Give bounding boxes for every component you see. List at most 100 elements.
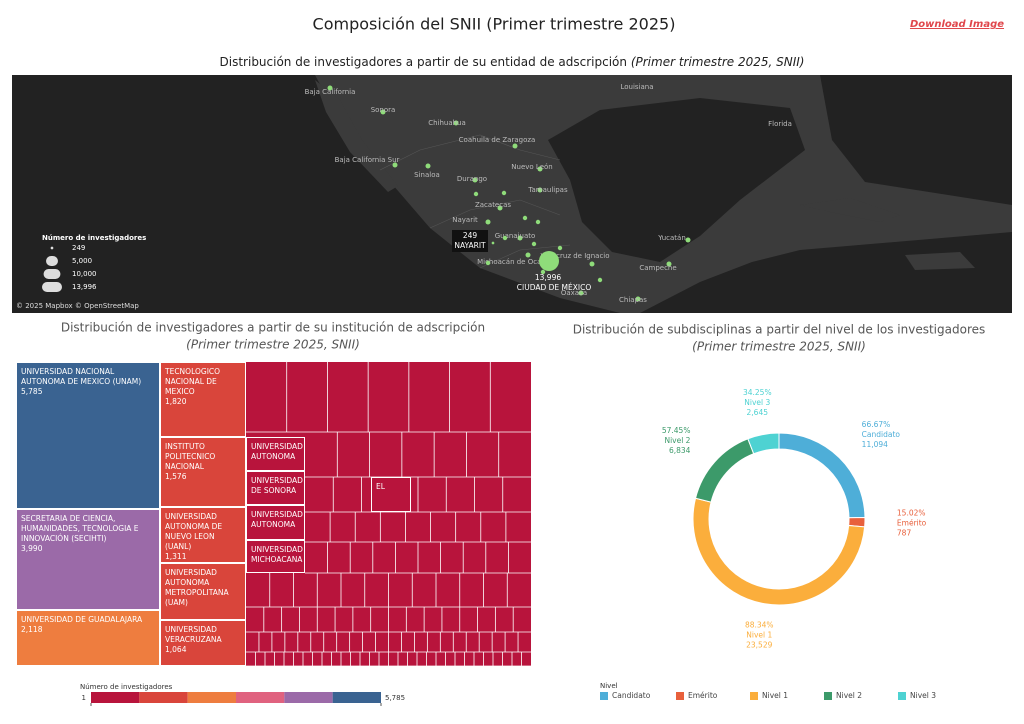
legend-label: Emérito — [688, 691, 718, 700]
slice-percent: 57.45% — [662, 426, 691, 435]
treemap-title-note: (Primer trimestre 2025, SNII) — [186, 338, 360, 352]
slice-name: Candidato — [862, 430, 901, 439]
map-marker — [589, 261, 595, 267]
map-marker — [380, 109, 386, 115]
point-value: 13,996 — [535, 273, 561, 282]
cell-name: Universidad Autonoma Metropolitana (UAM) — [165, 568, 229, 607]
slice-name: Nivel 2 — [664, 436, 690, 445]
place-label: Durango — [457, 175, 487, 183]
colorbar-swatch — [332, 692, 381, 703]
cell-name: Secretaria de Ciencia, Humanidades, Tecn… — [21, 514, 139, 543]
slice-percent: 66.67% — [862, 420, 891, 429]
place-label: Guanajuato — [495, 232, 536, 240]
map-title: Distribución de investigadores a partir … — [220, 55, 805, 69]
map-marker — [557, 245, 563, 251]
cell-value: 3,990 — [21, 544, 43, 553]
slice-value: 23,529 — [746, 640, 772, 649]
slice-value: 787 — [897, 528, 912, 537]
cell-name: Universidad Autonoma — [251, 442, 303, 461]
legend-swatch — [676, 692, 684, 700]
cell-value: 1,820 — [165, 397, 187, 406]
tooltip-box — [452, 230, 488, 252]
state-borders — [379, 134, 571, 269]
cell-name: Instituto Politecnico Nacional — [165, 442, 216, 471]
cell-name: Tecnologico Nacional de Mexico — [165, 367, 221, 396]
legend-label: Nivel 1 — [762, 691, 788, 700]
map-attribution: © 2025 Mapbox © OpenStreetMap — [16, 302, 139, 310]
legend-swatch — [824, 692, 832, 700]
donut-title-note: (Primer trimestre 2025, SNII) — [692, 340, 866, 354]
map-marker — [517, 235, 523, 241]
treemap-cell: EL — [371, 477, 411, 512]
treemap-cell: Universidad Michoacana — [246, 540, 305, 573]
map-marker — [473, 191, 479, 197]
size-legend-label: 13,996 — [72, 283, 97, 291]
donut-slice — [747, 432, 780, 455]
cell-value: 2,118 — [21, 625, 43, 634]
size-legend-label: 10,000 — [72, 270, 97, 278]
slice-value: 2,645 — [747, 408, 769, 417]
map-marker — [666, 261, 672, 267]
slice-percent: 34.25% — [743, 388, 772, 397]
donut-slice — [778, 432, 866, 519]
cell-name: Universidad Autonoma — [251, 510, 303, 529]
map-base — [12, 75, 1012, 313]
colorbar-title: Número de investigadores — [80, 683, 173, 691]
colorbar-swatch — [139, 692, 188, 703]
place-label: Baja California — [305, 88, 356, 96]
colorbar-label: 1 — [82, 694, 86, 702]
slice-value: 6,834 — [669, 446, 691, 455]
map-marker — [531, 241, 537, 247]
download-link[interactable]: Download Image — [910, 19, 1004, 30]
map-marker — [512, 143, 518, 149]
place-label: Louisiana — [620, 83, 653, 91]
map-marker — [540, 269, 546, 275]
treemap-cell: Universidad Nacional Autonoma de Mexico … — [16, 362, 160, 509]
slice-name: Nivel 1 — [746, 630, 772, 639]
map-marker — [578, 290, 584, 296]
size-legend-mark — [42, 282, 62, 292]
size-legend-mark — [43, 269, 61, 279]
place-label: Oaxaca — [561, 289, 587, 297]
treemap-cell: Universidad Autonoma — [246, 505, 305, 540]
treemap-cell: Tecnologico Nacional de Mexico 1,820 — [160, 362, 246, 437]
place-label: Campeche — [639, 264, 676, 272]
page-title: Composición del SNII (Primer trimestre 2… — [313, 15, 676, 34]
treemap-cell: Universidad de Guadalajara 2,118 — [16, 610, 160, 666]
legend-label: Candidato — [612, 691, 651, 700]
map-point — [539, 251, 559, 271]
colorbar-label: 5,785 — [385, 694, 405, 702]
legend-title: Nivel — [600, 682, 618, 690]
map-marker — [597, 277, 603, 283]
map-marker — [485, 219, 491, 225]
place-label: Zacatecas — [475, 201, 511, 209]
place-label: Michoacán de Ocampo — [477, 258, 557, 266]
colorbar-swatch — [91, 692, 140, 703]
map-marker — [453, 120, 459, 126]
legend-label: Nivel 3 — [910, 691, 936, 700]
cell-name: EL — [376, 482, 385, 491]
place-label: Coahuila de Zaragoza — [459, 136, 536, 144]
cell-name: Universidad Autonoma de Nuevo Leon (UANL… — [165, 512, 223, 551]
treemap-cell: Universidad Autonoma Metropolitana (UAM) — [160, 563, 246, 620]
treemap-cell: Secretaria de Ciencia, Humanidades, Tecn… — [16, 509, 160, 610]
cell-name: Universidad de Sonora — [251, 476, 303, 495]
treemap-title: Distribución de investigadores a partir … — [61, 321, 485, 335]
map-marker — [525, 252, 531, 258]
map-marker — [392, 162, 398, 168]
map-marker — [327, 85, 333, 91]
treemap-cell: Universidad Autonoma de Nuevo Leon (UANL… — [160, 507, 246, 563]
cell-value: 1,064 — [165, 645, 187, 654]
place-label: Nayarit — [452, 216, 478, 224]
map-marker — [501, 190, 507, 196]
cell-name: Universidad Veracruzana — [165, 625, 222, 644]
treemap: Universidad Nacional Autonoma de Mexico … — [16, 362, 531, 666]
donut-slice — [692, 497, 866, 606]
size-legend-mark — [46, 256, 58, 266]
slice-percent: 15.02% — [897, 508, 926, 517]
cell-value: 5,785 — [21, 387, 43, 396]
place-label: Chiapas — [619, 296, 647, 304]
size-legend-mark — [50, 246, 54, 250]
place-label: Tamaulipas — [527, 186, 568, 194]
